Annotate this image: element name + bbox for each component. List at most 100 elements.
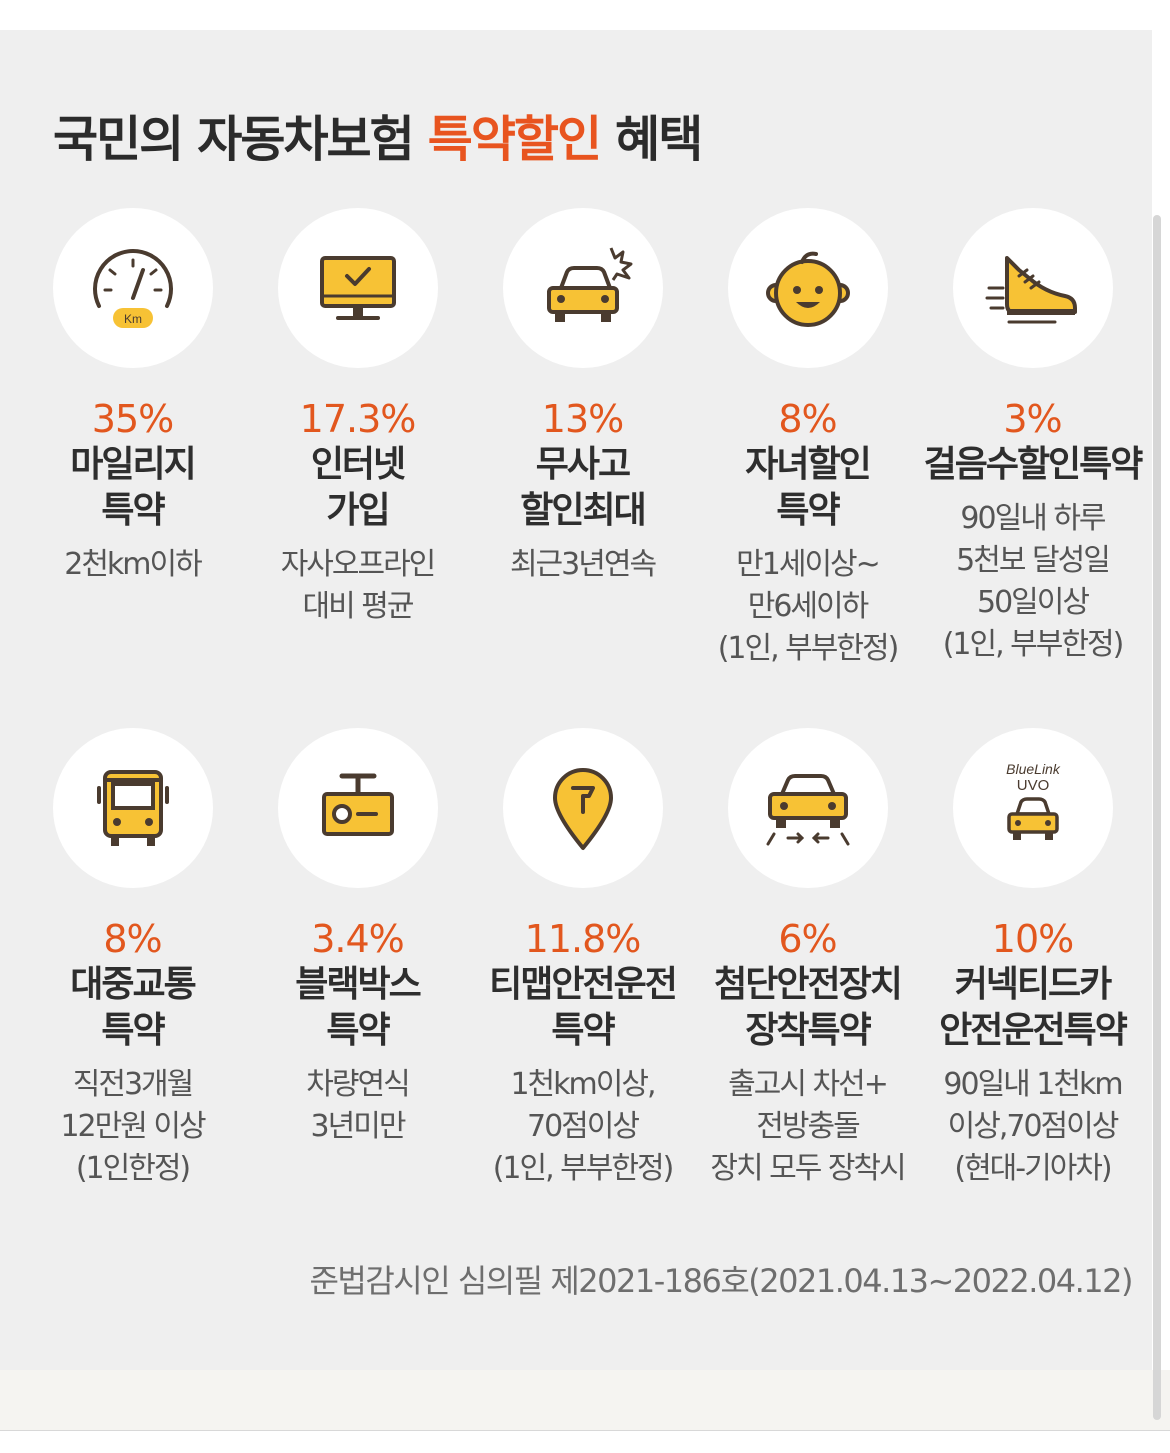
- vertical-scrollbar[interactable]: [1153, 215, 1161, 1420]
- map-pin-icon: [552, 768, 613, 850]
- running-shoe-icon: [985, 256, 1077, 324]
- title-suffix: 혜택: [600, 111, 703, 168]
- icon-circle: [52, 728, 213, 888]
- icon-circle: [727, 728, 888, 888]
- page-title: 국민의 자동차보험 특약할인 혜택: [53, 100, 703, 171]
- benefit-condition: 최근3년연속: [509, 544, 657, 586]
- benefit-condition-line: 1천km이상,: [510, 1067, 656, 1102]
- bottom-strip: [0, 1370, 1170, 1430]
- benefit-name-line: 안전운전특약: [939, 1010, 1128, 1051]
- benefit-name: 자녀할인 특약: [745, 442, 871, 534]
- benefit-name-line: 할인최대: [520, 490, 646, 531]
- benefit-condition-line: (1인, 부부한정): [717, 631, 900, 666]
- icon-circle: Km: [52, 208, 213, 368]
- computer-monitor-icon: [319, 256, 396, 320]
- benefit-name: 마일리지 특약: [70, 442, 196, 534]
- bottom-divider: [0, 1430, 1170, 1431]
- benefit-name-line: 특약: [101, 490, 165, 531]
- benefit-condition: 자사오프라인 대비 평균: [280, 544, 437, 628]
- icon-circle: [277, 728, 438, 888]
- benefit-condition: 2천km이하: [64, 544, 202, 586]
- benefit-name: 무사고 할인최대: [520, 442, 646, 534]
- benefit-condition-line: 50일이상: [977, 585, 1090, 620]
- benefit-condition-line: 만6세이하: [747, 589, 869, 624]
- benefit-condition-line: 이상,70점이상: [947, 1109, 1120, 1144]
- benefit-step-count: 3% 걸음수할인특약 90일내 하루 5천보 달성일 50일이상 (1인, 부부…: [920, 208, 1145, 728]
- benefit-condition-line: 5천보 달성일: [956, 543, 1111, 578]
- benefit-condition-line: 90일내 하루: [960, 501, 1106, 536]
- benefit-name: 인터넷 가입: [310, 442, 406, 534]
- benefit-condition-line: 3년미만: [310, 1109, 407, 1144]
- discount-rate: 3%: [1003, 397, 1062, 441]
- benefit-name-line: 특약: [551, 1010, 615, 1051]
- benefit-child: 8% 자녀할인 특약 만1세이상~ 만6세이하 (1인, 부부한정): [695, 208, 920, 728]
- car-lane-assist-icon: [766, 774, 849, 846]
- icon-circle: [727, 208, 888, 368]
- benefit-condition-line: 자사오프라인: [280, 547, 437, 582]
- benefit-condition-line: (1인, 부부한정): [492, 1151, 675, 1186]
- benefit-black-box: 3.4% 블랙박스 특약 차량연식 3년미만: [245, 728, 470, 1248]
- benefit-condition-line: 90일내 1천km: [943, 1067, 1123, 1102]
- benefit-condition: 만1세이상~ 만6세이하 (1인, 부부한정): [717, 544, 900, 670]
- benefit-name-line: 인터넷: [310, 444, 406, 485]
- benefit-name-line: 가입: [326, 490, 390, 531]
- car-crash-icon: [546, 247, 632, 322]
- title-prefix: 국민의 자동차보험: [53, 111, 428, 168]
- benefit-condition-line: 장치 모두 장착시: [710, 1151, 906, 1186]
- connected-car-icon: BlueLink UVO: [1006, 761, 1060, 840]
- benefit-name-line: 장착특약: [745, 1010, 871, 1051]
- benefit-condition-line: (1인, 부부한정): [942, 627, 1125, 662]
- benefit-name-line: 티맵안전운전: [489, 964, 678, 1005]
- benefit-condition-line: 2천km이하: [64, 547, 202, 582]
- benefit-condition: 직전3개월 12만원 이상 (1인한정): [60, 1064, 206, 1190]
- benefit-name: 블랙박스 특약: [295, 962, 421, 1054]
- discount-rate: 8%: [103, 917, 162, 961]
- benefit-condition-line: (1인한정): [75, 1151, 191, 1186]
- discount-rate: 10%: [991, 917, 1074, 961]
- benefit-mileage: Km 35% 마일리지 특약 2천km이하: [20, 208, 245, 728]
- discount-rate: 6%: [778, 917, 837, 961]
- benefit-name: 첨단안전장치 장착특약: [714, 962, 903, 1054]
- benefit-condition-line: 직전3개월: [72, 1067, 195, 1102]
- benefit-name-line: 자녀할인: [745, 444, 871, 485]
- discount-rate: 35%: [91, 397, 174, 441]
- benefit-name: 대중교통 특약: [70, 962, 196, 1054]
- benefit-name-line: 무사고: [535, 444, 631, 485]
- benefit-connected-car: BlueLink UVO 10% 커넥티드카 안전운전특약 90일내 1천km …: [920, 728, 1145, 1248]
- benefit-name-line: 걸음수할인특약: [923, 444, 1144, 485]
- dashcam-icon: [321, 773, 394, 836]
- discount-rate: 3.4%: [311, 917, 405, 961]
- icon-circle: [277, 208, 438, 368]
- speedometer-icon: Km: [92, 249, 173, 328]
- benefit-name-line: 대중교통: [70, 964, 196, 1005]
- benefit-condition-line: 12만원 이상: [60, 1109, 206, 1144]
- benefit-condition-line: (현대-기아차): [954, 1151, 1112, 1186]
- benefit-condition-line: 차량연식: [306, 1067, 410, 1102]
- benefit-condition-line: 출고시 차선+: [728, 1067, 889, 1102]
- benefit-no-accident: 13% 무사고 할인최대 최근3년연속: [470, 208, 695, 728]
- speedometer-km-label: Km: [124, 312, 142, 326]
- benefit-condition: 1천km이상, 70점이상 (1인, 부부한정): [492, 1064, 675, 1190]
- compliance-footnote: 준법감시인 심의필 제2021-186호(2021.04.13~2022.04.…: [309, 1262, 1133, 1300]
- benefit-name: 티맵안전운전 특약: [489, 962, 678, 1054]
- benefit-condition-line: 만1세이상~: [736, 547, 881, 582]
- benefit-name-line: 첨단안전장치: [714, 964, 903, 1005]
- bus-icon: [96, 770, 169, 846]
- discount-rate: 8%: [778, 397, 837, 441]
- benefit-condition-line: 대비 평균: [302, 589, 415, 624]
- benefit-condition: 차량연식 3년미만: [306, 1064, 410, 1148]
- benefit-advanced-safety: 6% 첨단안전장치 장착특약 출고시 차선+ 전방충돌 장치 모두 장착시: [695, 728, 920, 1248]
- benefit-condition: 출고시 차선+ 전방충돌 장치 모두 장착시: [710, 1064, 906, 1190]
- title-highlight: 특약할인: [427, 111, 602, 168]
- benefit-name-line: 커넥티드카: [954, 964, 1113, 1005]
- benefit-condition-line: 70점이상: [527, 1109, 640, 1144]
- benefit-name-line: 특약: [776, 490, 840, 531]
- benefit-condition: 90일내 1천km 이상,70점이상 (현대-기아차): [943, 1064, 1123, 1190]
- benefit-public-transport: 8% 대중교통 특약 직전3개월 12만원 이상 (1인한정): [20, 728, 245, 1248]
- discount-rate: 13%: [541, 397, 624, 441]
- icon-circle: [502, 728, 663, 888]
- discount-rate: 17.3%: [299, 397, 417, 441]
- benefit-condition-line: 최근3년연속: [509, 547, 657, 582]
- benefit-name-line: 마일리지: [70, 444, 196, 485]
- benefit-name-line: 특약: [326, 1010, 390, 1051]
